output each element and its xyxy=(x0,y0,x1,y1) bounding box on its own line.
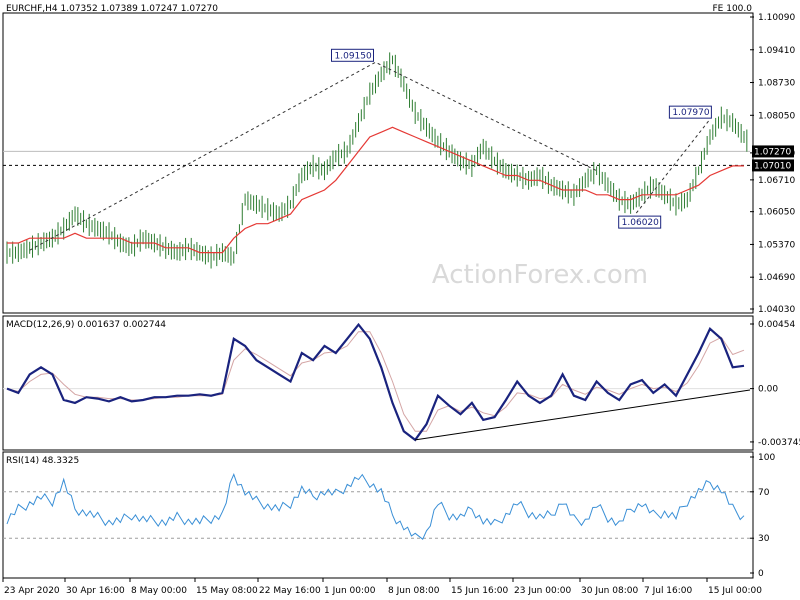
x-axis-label: 23 Jun 00:00 xyxy=(514,586,571,596)
x-axis-label: 30 Apr 16:00 xyxy=(66,586,125,596)
price-axis-label: 1.08050 xyxy=(758,111,795,121)
x-axis-label: 8 Jun 08:00 xyxy=(388,586,440,596)
chart-title: EURCHF,H4 1.07352 1.07389 1.07247 1.0727… xyxy=(6,4,218,14)
rsi-panel xyxy=(2,451,754,579)
price-annotation-box xyxy=(618,215,662,229)
rsi-axis-label: 70 xyxy=(758,488,770,498)
level-label-box xyxy=(752,159,794,172)
macd-trendline xyxy=(415,389,751,441)
level-label: 1.07010 xyxy=(754,161,791,171)
macd-panel xyxy=(2,315,754,451)
price-annotation-label: 1.09150 xyxy=(335,51,372,61)
fe-label: FE 100.0 xyxy=(713,4,753,14)
current-price-box xyxy=(752,145,794,158)
rsi-axis-label: 30 xyxy=(758,534,770,544)
price-axis-label: 1.04690 xyxy=(758,273,795,283)
zigzag-line xyxy=(635,118,711,214)
macd-axis-label: -0.003745 xyxy=(758,438,800,448)
current-price-label: 1.07270 xyxy=(754,147,791,157)
price-axis-label: 1.06050 xyxy=(758,208,795,218)
macd-axis-label: 0.00454 xyxy=(758,320,795,330)
rsi-axis-label: 0 xyxy=(758,569,764,579)
price-axis-label: 1.10090 xyxy=(758,13,795,23)
x-axis-label: 22 May 16:00 xyxy=(259,586,321,596)
price-axis-label: 1.04030 xyxy=(758,305,795,315)
price-axis-label: 1.05370 xyxy=(758,240,795,250)
price-axis-label: 1.08730 xyxy=(758,79,795,89)
moving-average-line xyxy=(7,126,744,254)
watermark: ActionForex.com xyxy=(432,260,648,290)
rsi-axis-label: 100 xyxy=(758,453,775,463)
price-annotation-box xyxy=(668,105,712,119)
x-axis-label: 8 May 00:00 xyxy=(131,586,187,596)
x-axis-label: 15 Jun 16:00 xyxy=(451,586,508,596)
rsi-title: RSI(14) 48.3325 xyxy=(6,456,79,466)
x-axis-label: 7 Jul 16:00 xyxy=(644,586,693,596)
macd-axis-label: 0.00 xyxy=(758,385,778,395)
price-annotation-label: 1.06020 xyxy=(622,218,659,228)
x-axis-label: 30 Jun 08:00 xyxy=(581,586,638,596)
price-axis-label: 1.06710 xyxy=(758,176,795,186)
macd-line xyxy=(6,322,745,442)
rsi-line xyxy=(6,473,745,540)
x-axis-label: 15 Jul 00:00 xyxy=(708,586,762,596)
price-annotation-label: 1.07970 xyxy=(672,108,709,118)
macd-title: MACD(12,26,9) 0.001637 0.002744 xyxy=(6,320,166,330)
x-axis-label: 23 Apr 2020 xyxy=(4,586,60,596)
price-annotation-box xyxy=(331,48,374,62)
x-axis-label: 15 May 08:00 xyxy=(196,586,258,596)
x-axis-label: 1 Jun 00:00 xyxy=(324,586,376,596)
price-axis-label: 1.09410 xyxy=(758,46,795,56)
